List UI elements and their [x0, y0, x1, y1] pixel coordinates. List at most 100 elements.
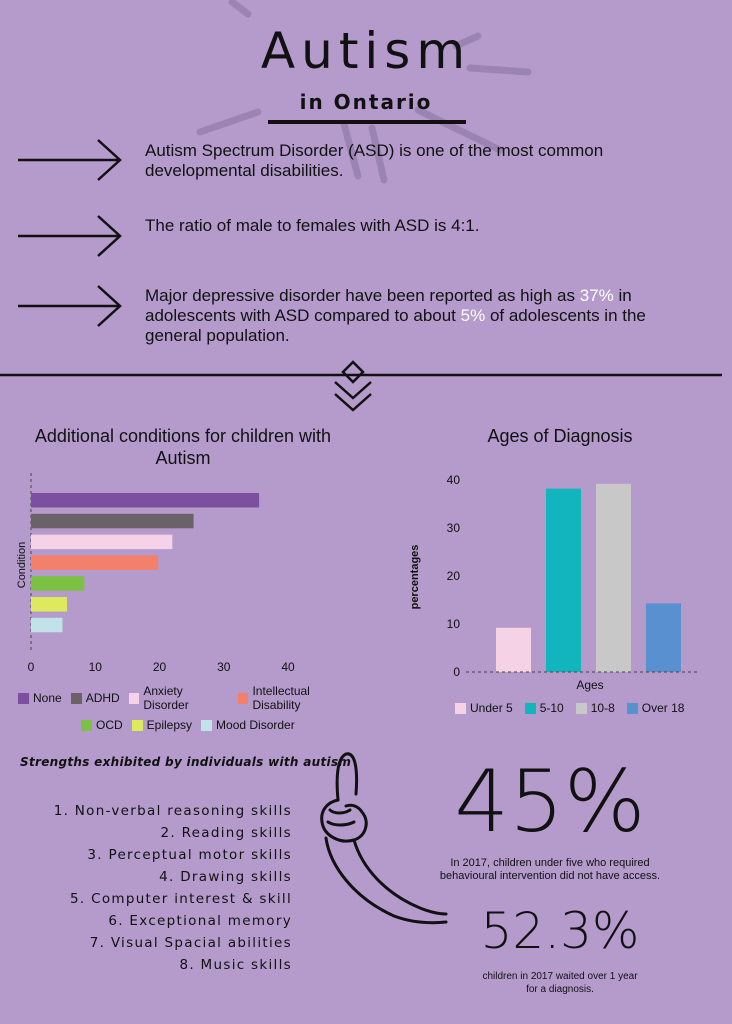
chart1-bar [31, 576, 85, 591]
chart1-legend-item: Anxiety Disorder [128, 684, 229, 712]
stat-523-caption-line2: for a diagnosis. [526, 984, 594, 995]
chart2-bar [646, 603, 681, 672]
fact-3-text: Major depressive disorder have been repo… [145, 286, 580, 305]
strength-item: 3. Perceptual motor skills [87, 847, 292, 863]
chart1-legend-row: OCD Epilepsy Mood Disorder [18, 718, 358, 732]
stat-45-caption-line1: In 2017, children under five who require… [450, 857, 650, 869]
fact-3-highlight-5: 5% [460, 306, 486, 325]
fact-3-text: of adolescents in the general population… [145, 306, 646, 345]
section-divider [0, 360, 722, 412]
page-subtitle: in Ontario [299, 90, 433, 114]
chart1-legend-swatch [18, 692, 29, 704]
strength-item: 8. Music skills [179, 957, 292, 973]
chart1-legend-swatch [131, 719, 143, 731]
chart1-legend-swatch [81, 719, 92, 731]
chart1-bar [31, 597, 67, 612]
chart1-legend-item: Intellectual Disability [237, 684, 358, 712]
stat-523-caption: children in 2017 waited over 1 year for … [440, 970, 680, 996]
stat-45-value: 45% [454, 752, 646, 852]
chart2-bar [496, 627, 531, 672]
chart2-legend: Under 5 5-10 10-8 Over 18 [455, 701, 715, 715]
arrow-right-icon [18, 215, 122, 257]
chart1-title: Additional conditions for children with … [34, 426, 332, 468]
fact-1: Autism Spectrum Disorder (ASD) is one of… [145, 141, 604, 180]
chart1-legend-row: None ADHD Anxiety Disorder Intellectual Dis… [18, 684, 358, 712]
stat-45-caption-line2: behavioural intervention did not have ac… [439, 870, 661, 882]
chart2-ylabel: percentages [409, 545, 421, 610]
chart2-legend-swatch [524, 702, 536, 714]
page-title: Autism [260, 22, 472, 80]
chart1-tick-label: 20 [153, 660, 167, 674]
chart1-legend-item: None [18, 691, 62, 705]
chart1-legend-label: Epilepsy [146, 718, 193, 732]
strength-item: 5. Computer interest & skill [70, 891, 292, 907]
chart1-bar [31, 493, 260, 508]
chart2-legend-label: Under 5 [470, 701, 513, 715]
chart2-legend-label: 10-8 [590, 701, 615, 715]
chart2-legend-swatch [626, 702, 638, 714]
strength-item: 4. Drawing skills [159, 869, 292, 885]
fact-3-text: in adolescents with ASD compared to abou… [145, 286, 632, 325]
chart2-tick-label: 10 [447, 617, 461, 631]
chart1-tick-label: 30 [217, 660, 231, 674]
chart1-tick-label: 40 [281, 660, 295, 674]
chart1-legend-swatch [128, 692, 140, 704]
chart2-legend-swatch [455, 702, 466, 714]
stat-523-value: 52.3% [480, 902, 640, 960]
chart1-tick-label: 10 [89, 660, 103, 674]
chart1-bar [31, 617, 63, 633]
chart2-bar [546, 488, 581, 672]
strength-item: 7. Visual Spacial abilities [89, 935, 292, 951]
chart2-tick-label: 40 [447, 473, 461, 487]
chart2-legend-label: 5-10 [539, 701, 564, 715]
chart1-legend-swatch [70, 692, 82, 704]
stat-523-caption-line1: children in 2017 waited over 1 year [482, 971, 638, 982]
arrow-right-icon [18, 139, 122, 181]
chart2-legend-label: Over 18 [641, 701, 685, 715]
ages-bar-chart: 0 10 20 30 40 Ages percentages [409, 473, 698, 692]
arrow-right-icon [18, 285, 122, 327]
chart1-legend-item: ADHD [70, 691, 120, 705]
chart2-legend-item: 5-10 [524, 701, 564, 715]
chart1-ylabel: Condition [16, 542, 28, 588]
chart2-title: Ages of Diagnosis [487, 426, 633, 446]
chart2-legend-item: Over 18 [626, 701, 685, 715]
fact-2: The ratio of male to females with ASD is… [145, 216, 480, 235]
chart1-bar [31, 534, 173, 550]
strength-item: 6. Exceptional memory [108, 913, 292, 929]
conditions-bar-chart: 0 10 20 30 40 Condition [16, 473, 295, 674]
chart2-legend-row: Under 5 5-10 10-8 Over 18 [455, 701, 715, 715]
chart1-legend-label: None [33, 691, 62, 705]
chart2-bar [596, 483, 631, 672]
fact-3: Major depressive disorder have been repo… [145, 286, 665, 346]
chart2-legend-item: Under 5 [455, 701, 513, 715]
fact-3-highlight-37: 37% [579, 286, 614, 305]
strength-item: 2. Reading skills [160, 825, 292, 841]
chart1-legend-swatch [201, 719, 213, 731]
chart2-tick-label: 0 [453, 665, 460, 679]
chart2-legend-item: 10-8 [575, 701, 615, 715]
strengths-title: Strengths exhibited by individuals with … [20, 755, 352, 769]
chart1-legend: None ADHD Anxiety Disorder Intellectual Dis… [18, 684, 358, 738]
pointing-finger-icon [320, 752, 448, 925]
chart1-legend-item: Mood Disorder [201, 718, 295, 732]
chart2-legend-swatch [575, 702, 587, 714]
stat-45-caption: In 2017, children under five who require… [410, 857, 690, 883]
chart1-legend-label: ADHD [85, 691, 120, 705]
chart1-legend-item: Epilepsy [131, 718, 193, 732]
chart1-bar [31, 555, 159, 570]
chart1-legend-label: Anxiety Disorder [143, 684, 189, 712]
chart2-tick-label: 30 [447, 521, 461, 535]
chart1-legend-label: Intellectual Disability [252, 684, 310, 712]
chart2-tick-label: 20 [447, 569, 461, 583]
sunburst-decoration [196, 0, 532, 184]
diamond-divider-icon [334, 360, 372, 412]
chart1-tick-label: 0 [28, 660, 35, 674]
chart1-legend-item: OCD [81, 718, 123, 732]
subtitle-underline [268, 120, 466, 124]
chart1-legend-label: OCD [96, 718, 123, 732]
chart2-xlabel: Ages [576, 678, 603, 692]
strength-item: 1. Non-verbal reasoning skills [53, 803, 292, 819]
chart1-legend-swatch [237, 692, 249, 704]
chart1-legend-label: Mood Disorder [216, 718, 295, 732]
